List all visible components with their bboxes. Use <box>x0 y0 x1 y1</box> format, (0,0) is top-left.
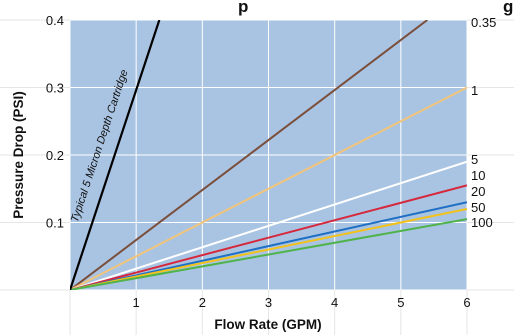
series-label: 5 <box>471 152 478 167</box>
y-tick-label: 0.3 <box>46 81 64 96</box>
series-label: 100 <box>471 215 493 230</box>
series-line-100 <box>70 218 467 290</box>
title-fragment-right: g <box>503 0 513 16</box>
title-fragment-left: p <box>238 0 248 16</box>
series-lines <box>70 20 467 290</box>
grid <box>0 16 514 335</box>
x-tick-label: 6 <box>463 295 470 310</box>
x-tick-label: 2 <box>199 295 206 310</box>
series-label: 0.35 <box>471 15 496 30</box>
x-axis-ticks: 1 2 3 4 5 6 <box>133 295 471 310</box>
series-line-10 <box>70 184 467 290</box>
series-line-50 <box>70 208 467 290</box>
series-label: 20 <box>471 184 485 199</box>
x-tick-label: 4 <box>331 295 338 310</box>
y-tick-label: 0.1 <box>46 216 64 231</box>
x-tick-label: 1 <box>133 295 140 310</box>
series-line-5 <box>70 160 467 290</box>
x-tick-label: 3 <box>265 295 272 310</box>
x-axis-title: Flow Rate (GPM) <box>214 317 321 332</box>
series-line-1 <box>70 86 467 290</box>
y-tick-label: 0.4 <box>46 13 64 28</box>
y-tick-label: 0.2 <box>46 148 64 163</box>
series-label: 1 <box>471 83 478 98</box>
series-label: 10 <box>471 168 485 183</box>
x-tick-label: 5 <box>397 295 404 310</box>
series-line-0-35 <box>70 20 428 290</box>
series-label: 50 <box>471 200 485 215</box>
y-axis-title: Pressure Drop (PSI) <box>11 91 26 219</box>
series-line-typical-5-micron-depth-cartridge <box>70 20 161 290</box>
y-axis-ticks: 0.1 0.2 0.3 0.4 <box>46 13 64 231</box>
series-line-20 <box>70 201 467 290</box>
